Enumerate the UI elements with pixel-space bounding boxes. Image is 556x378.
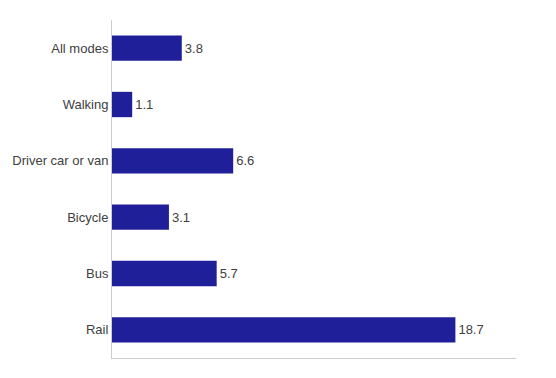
svg-text:Bicycle: Bicycle bbox=[67, 210, 108, 225]
svg-text:3.1: 3.1 bbox=[172, 210, 190, 225]
svg-text:Walking: Walking bbox=[63, 97, 109, 112]
svg-text:Driver car or van: Driver car or van bbox=[12, 153, 108, 168]
svg-text:All modes: All modes bbox=[51, 41, 109, 56]
svg-text:6.6: 6.6 bbox=[236, 153, 254, 168]
svg-text:3.8: 3.8 bbox=[185, 41, 203, 56]
svg-text:1.1: 1.1 bbox=[135, 97, 153, 112]
svg-text:Rail: Rail bbox=[86, 322, 109, 337]
svg-text:5.7: 5.7 bbox=[220, 266, 238, 281]
svg-text:Bus: Bus bbox=[86, 266, 109, 281]
svg-text:18.7: 18.7 bbox=[458, 322, 483, 337]
